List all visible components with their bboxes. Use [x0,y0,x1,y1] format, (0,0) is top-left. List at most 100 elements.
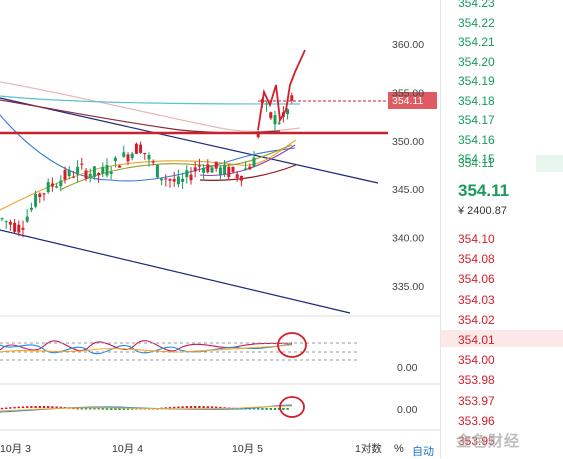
candle-body [256,133,260,138]
bid-price[interactable]: 354.02 [458,312,495,327]
current-price: 354.11 [458,181,510,200]
osc2-bar [30,406,33,408]
osc2-bar [173,406,176,409]
osc2-bar [93,408,96,410]
osc2-bar [118,408,121,410]
candle-body [25,216,29,222]
candle-body [29,207,33,210]
candle-body [197,165,201,167]
candle-body [46,182,50,193]
ask-price[interactable]: 354.15 [458,152,495,166]
osc2-bar [194,406,197,408]
bid-price[interactable]: 353.95 [458,434,495,448]
candle-body [239,175,243,181]
candle-body [122,152,126,157]
y-tick-label: 355.00 [392,87,424,99]
ask-price[interactable]: 354.11 [458,156,494,170]
osc2-line-orange [0,405,293,412]
y-axis-main: 360.00 355.00 350.00 345.00 340.00 335.00 [392,39,424,293]
candle-body [105,165,109,176]
bid-price[interactable]: 353.98 [458,373,495,388]
candle-body [126,154,130,162]
osc2-bar [131,408,134,410]
trend-line-lower [0,229,351,314]
osc2-bar [55,406,58,408]
candle-body [88,173,92,177]
log-scale-toggle[interactable]: 1对数 [355,442,382,455]
orderbook-panel: 354.23 354.22 354.21 354.20 354.19 354.18 354.… [440,0,563,458]
candle-body [63,170,67,180]
candle-body [147,155,151,160]
ask-price[interactable]: 354.23 [458,0,495,10]
candle-body [265,103,269,105]
candle-body [118,165,122,168]
osc2-bar [261,408,264,410]
y-tick-label: 360.00 [392,39,424,51]
osc2-bar [76,407,79,410]
candle-body [67,169,71,177]
ma-line-orange [0,139,297,211]
osc1-zero-label: 0.00 [397,362,418,374]
osc2-bar [202,406,205,408]
osc2-bar [38,406,41,408]
candle-body [223,164,227,174]
candle-body [151,161,155,163]
candle-body [109,171,113,174]
ask-price[interactable]: 354.20 [458,54,495,69]
bid-price[interactable]: 354.01 [458,333,495,347]
candle-body [101,166,105,174]
candle-body [189,174,193,181]
trend-line-upper [0,97,379,184]
candle-body [277,122,281,124]
bid-highlight [441,330,563,347]
bid-price[interactable]: 353.96 [458,413,495,428]
ask-price[interactable]: 354.18 [458,93,495,108]
bid-price[interactable]: 354.06 [458,272,495,287]
ma-line-cyan [0,95,301,105]
candle-body [55,186,59,188]
candle-body [286,109,290,115]
candle-body [172,179,176,182]
osc2-bar [122,408,125,410]
bid-price[interactable]: 354.08 [458,252,495,267]
price-chart[interactable]: 354.11 360.00 355.00 350.00 345.00 340.00 335… [0,0,440,458]
candle-body [248,166,252,170]
ask-price[interactable]: 354.16 [458,132,495,147]
ask-price[interactable]: 354.19 [458,74,495,88]
osc1-line-orange [0,344,293,353]
osc2-bar [265,408,268,410]
osc2-bar [105,408,109,410]
osc2-bar [42,406,46,408]
gold-price: ¥ 2400.87 [458,205,507,217]
auto-scale-toggle[interactable]: 自动 [412,446,434,458]
bid-price[interactable]: 354.10 [458,232,495,246]
osc2-bar [210,406,214,408]
candle-body [164,178,168,180]
candle-body [80,163,84,165]
osc2-bar [257,408,260,410]
percent-toggle[interactable]: % [394,443,404,455]
ask-price[interactable]: 354.21 [458,35,495,49]
osc2-bar [51,406,54,408]
osc1-circle-annotation [277,332,307,358]
candle-body [290,95,294,101]
y-tick-label: 345.00 [392,184,424,196]
bid-price[interactable]: 354.00 [458,353,495,368]
bid-price[interactable]: 353.97 [458,393,495,408]
candle-body [143,152,147,154]
candle-body [193,167,197,172]
ask-price[interactable]: 354.17 [458,113,495,127]
candle-body [34,193,38,207]
ask-price[interactable]: 354.22 [458,15,495,30]
osc2-bar [97,408,100,410]
osc2-bar [26,406,29,408]
osc2-bar [47,406,50,408]
candle-body [235,174,239,178]
candle-body [21,227,25,230]
osc2-bar [80,408,83,410]
osc2-bar [219,406,222,409]
bid-price[interactable]: 354.03 [458,292,495,307]
candle-body [113,157,117,162]
x-label-oct3: 10月 3 [0,443,31,455]
osc2-bar [21,406,25,408]
